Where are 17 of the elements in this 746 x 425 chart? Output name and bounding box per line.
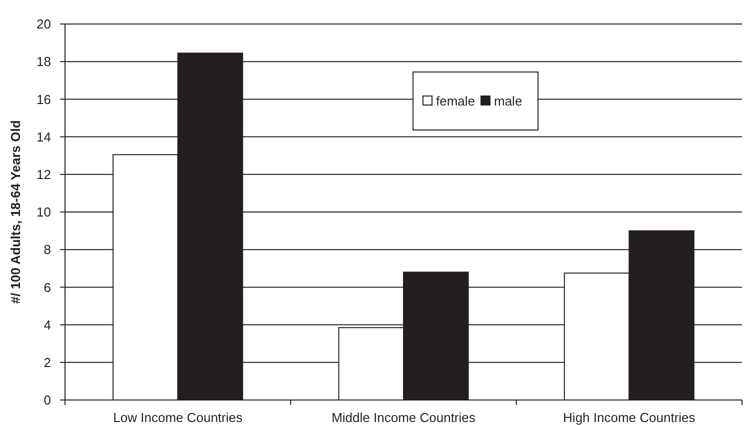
y-tick-label: 16	[36, 92, 51, 107]
y-tick-label: 4	[44, 317, 51, 332]
y-axis-title: #/ 100 Adults, 18-64 Years Old	[8, 120, 23, 304]
x-tick-label: Middle Income Countries	[332, 410, 476, 425]
y-tick-label: 10	[36, 204, 51, 220]
y-tick-label: 18	[36, 54, 51, 70]
y-tick-label: 0	[44, 392, 51, 408]
y-tick-label: 8	[44, 242, 51, 258]
y-tick-label: 12	[36, 166, 51, 182]
y-tick-label: 14	[36, 129, 51, 144]
y-tick-label: 20	[36, 16, 51, 32]
legend-label: male	[494, 94, 522, 109]
x-tick-label: High Income Countries	[563, 410, 696, 425]
legend-label: female	[436, 94, 476, 109]
x-tick-label: Low Income Countries	[113, 410, 243, 425]
y-tick-label: 6	[44, 280, 51, 295]
y-tick-label: 2	[44, 354, 51, 370]
